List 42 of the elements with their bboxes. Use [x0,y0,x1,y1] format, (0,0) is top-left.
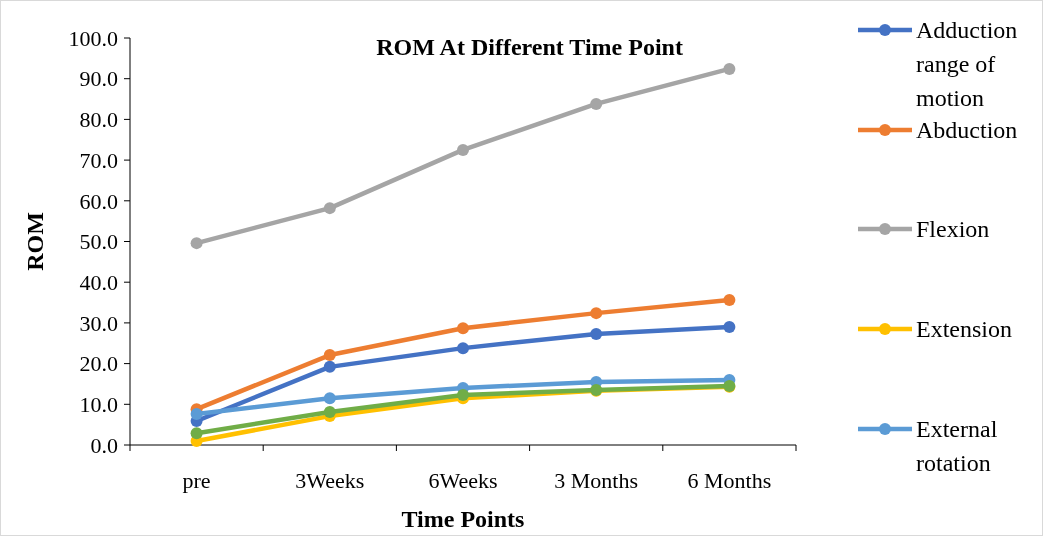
point [190,427,203,440]
legend-label: Abduction [916,117,1018,144]
point [323,360,336,373]
point [590,97,603,110]
point [323,392,336,405]
point [723,294,736,307]
y-axis-title: ROM [22,212,48,271]
point [190,408,203,421]
x-tick-label: 3 Months [554,468,639,493]
point [323,349,336,362]
point [457,322,469,335]
x-tick-label: 3Weeks [295,468,365,493]
point [457,388,469,401]
chart-title: ROM At Different Time Point [376,34,683,60]
y-tick-label: 0.0 [90,432,118,458]
point [590,307,603,320]
point [723,62,736,75]
point [590,327,603,340]
y-tick-label: 40.0 [79,269,118,295]
y-tick-label: 10.0 [79,392,118,417]
legend-label: Flexion [916,216,990,243]
y-tick-label: 60.0 [79,188,118,214]
legend-label: Extension [916,316,1012,343]
y-tick-label: 50.0 [79,229,118,255]
x-tick-label: 6Weeks [428,468,498,493]
x-tick-label: pre [182,468,211,493]
point [457,143,469,156]
point [323,202,336,215]
y-tick-label: 20.0 [79,351,118,377]
y-tick-label: 80.0 [79,107,118,133]
x-tick-label: 6 Months [687,468,772,493]
point [723,320,736,333]
y-tick-label: 30.0 [79,310,118,336]
point [190,237,203,250]
point [323,406,336,419]
point [457,342,469,355]
y-tick-label: 70.0 [79,147,118,173]
y-tick-label: 90.0 [79,66,118,92]
legend-label: Adduction range of motion [916,17,1018,112]
x-axis-title: Time Points [401,506,525,532]
y-tick-label: 100.0 [68,25,118,51]
legend-label: External rotation [916,416,998,477]
